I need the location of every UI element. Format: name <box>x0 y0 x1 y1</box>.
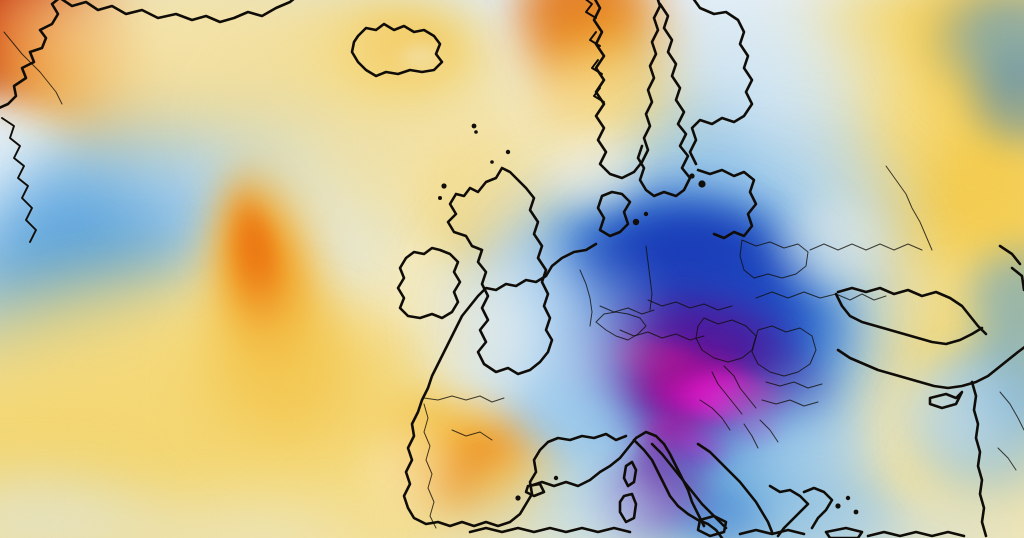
border-serbia-bosnia <box>711 365 757 415</box>
island-faroe-2 <box>474 130 478 134</box>
coastline-greenland-inner <box>1 117 37 243</box>
island-orkney <box>490 160 494 164</box>
coastline-denmark <box>596 190 632 238</box>
coastline-iceland <box>350 22 444 78</box>
island-aegean-2 <box>845 495 851 501</box>
island-shetland <box>505 149 511 155</box>
coastline-balkans-adriatic <box>696 442 774 534</box>
border-bulgaria-greece <box>761 381 823 407</box>
island-aegean-3 <box>853 509 859 515</box>
island-corsica <box>622 460 638 488</box>
island-cyprus <box>928 390 964 410</box>
island-bornholm <box>643 211 649 217</box>
coastline-sweden-east <box>636 2 692 198</box>
island-sardinia <box>618 492 638 524</box>
island-ibiza <box>515 495 521 501</box>
coastline-levant <box>970 380 988 538</box>
island-menorca <box>553 475 559 481</box>
coastline-ireland <box>396 246 462 320</box>
coastline-turkey-south <box>836 345 1024 390</box>
border-levant-east <box>997 391 1024 471</box>
coastline-black-sea <box>834 286 988 346</box>
coastline-finland <box>688 0 754 166</box>
island-faroe <box>471 123 477 129</box>
border-romania <box>751 325 817 377</box>
border-russia-west <box>809 165 933 251</box>
border-balkan-internal <box>699 399 779 449</box>
coastline-caspian <box>998 244 1024 292</box>
border-austria-italy <box>619 329 705 341</box>
coastline-greece <box>768 484 834 538</box>
border-germany-austria <box>599 305 655 315</box>
coastline-italy <box>632 438 724 538</box>
border-greenland-interior <box>3 31 63 105</box>
island-hebrides <box>441 183 447 189</box>
island-crete <box>824 526 864 538</box>
border-spain-france <box>423 395 505 403</box>
island-hebrides-2 <box>438 196 442 200</box>
coastline-baltic-east <box>696 168 758 240</box>
island-saaremaa <box>698 180 706 188</box>
island-aegean-1 <box>835 503 841 509</box>
coastline-scandinavia <box>592 0 662 180</box>
island-hiiumaa <box>689 173 695 179</box>
border-belarus <box>739 239 809 279</box>
coastline-great-britain <box>446 166 554 376</box>
border-alps-swiss <box>595 311 647 341</box>
border-hungary <box>695 317 757 363</box>
border-portugal-spain <box>423 403 437 529</box>
island-zealand <box>632 218 640 226</box>
border-iberia-interior <box>451 429 493 441</box>
coastline-greenland <box>0 0 60 109</box>
coastline-greenland-north <box>60 0 295 24</box>
island-mallorca <box>524 482 546 498</box>
coastline-western-europe <box>402 242 628 528</box>
border-poland-czech <box>647 299 733 311</box>
border-france-germany <box>579 269 593 327</box>
